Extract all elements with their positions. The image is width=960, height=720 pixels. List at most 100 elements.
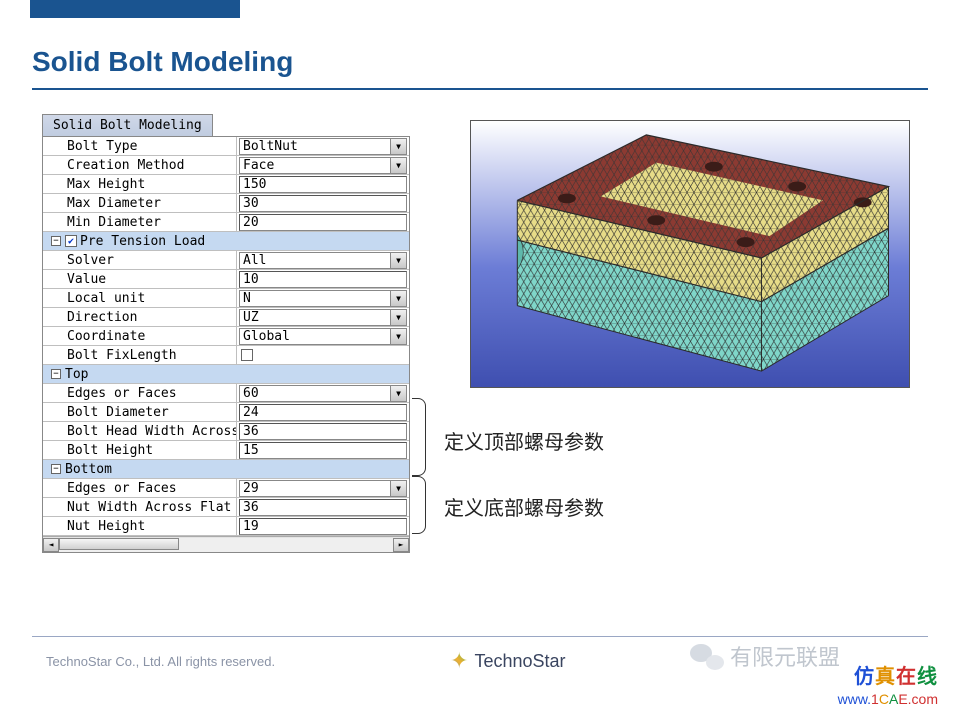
- section-label: Pre Tension Load: [80, 234, 205, 249]
- page-title: Solid Bolt Modeling: [32, 46, 960, 78]
- value-input[interactable]: [239, 214, 407, 231]
- property-label: Min Diameter: [43, 213, 237, 231]
- collapse-icon[interactable]: −: [51, 369, 61, 379]
- title-divider: [32, 88, 928, 90]
- property-label: Bolt Type: [43, 137, 237, 155]
- horizontal-scrollbar[interactable]: ◄►: [43, 536, 409, 552]
- property-row: SolverAll▼: [43, 251, 409, 270]
- dropdown[interactable]: 29▼: [239, 480, 407, 497]
- dropdown[interactable]: N▼: [239, 290, 407, 307]
- value-input[interactable]: [239, 499, 407, 516]
- property-row: DirectionUZ▼: [43, 308, 409, 327]
- property-label: Coordinate: [43, 327, 237, 345]
- value-input[interactable]: [239, 404, 407, 421]
- property-row: Edges or Faces29▼: [43, 479, 409, 498]
- property-label: Bolt FixLength: [43, 346, 237, 364]
- section-header[interactable]: −✔Pre Tension Load: [43, 232, 409, 251]
- property-row: Local unitN▼: [43, 289, 409, 308]
- dropdown[interactable]: BoltNut▼: [239, 138, 407, 155]
- dropdown[interactable]: All▼: [239, 252, 407, 269]
- value-input[interactable]: [239, 195, 407, 212]
- dropdown[interactable]: UZ▼: [239, 309, 407, 326]
- dropdown[interactable]: 60▼: [239, 385, 407, 402]
- dropdown-value: 29: [240, 481, 390, 496]
- property-label: Bolt Head Width Across F…: [43, 422, 237, 440]
- scroll-right-icon[interactable]: ►: [393, 538, 409, 552]
- section-header[interactable]: −Bottom: [43, 460, 409, 479]
- chevron-down-icon[interactable]: ▼: [390, 158, 406, 173]
- scroll-track[interactable]: [59, 538, 393, 552]
- dropdown-value: UZ: [240, 310, 390, 325]
- section-label: Top: [65, 367, 88, 382]
- annotation-bottom: 定义底部螺母参数: [444, 492, 604, 521]
- property-row: Value: [43, 270, 409, 289]
- property-row: Edges or Faces60▼: [43, 384, 409, 403]
- collapse-icon[interactable]: −: [51, 236, 61, 246]
- scroll-left-icon[interactable]: ◄: [43, 538, 59, 552]
- footer-divider: [32, 636, 928, 637]
- logo-text: TechnoStar: [474, 651, 565, 672]
- cae-brand-cn: 仿真在线: [838, 660, 938, 689]
- value-input[interactable]: [239, 176, 407, 193]
- property-label: Nut Width Across Flat: [43, 498, 237, 516]
- logo-star-icon: ✦: [450, 648, 468, 674]
- collapse-icon[interactable]: −: [51, 464, 61, 474]
- property-label: Edges or Faces: [43, 384, 237, 402]
- property-row: Max Height: [43, 175, 409, 194]
- annotation-top: 定义顶部螺母参数: [444, 426, 604, 455]
- dropdown-value: N: [240, 291, 390, 306]
- checkbox[interactable]: [241, 349, 253, 361]
- property-label: Max Height: [43, 175, 237, 193]
- dropdown-value: Global: [240, 329, 390, 344]
- wechat-icon: [690, 642, 724, 670]
- cae-brand: 仿真在线 www.1CAE.com: [838, 660, 938, 707]
- dropdown-value: All: [240, 253, 390, 268]
- mesh-svg: [471, 121, 909, 387]
- chevron-down-icon[interactable]: ▼: [390, 253, 406, 268]
- chevron-down-icon[interactable]: ▼: [390, 386, 406, 401]
- chevron-down-icon[interactable]: ▼: [390, 481, 406, 496]
- property-row: Max Diameter: [43, 194, 409, 213]
- property-row: Nut Height: [43, 517, 409, 536]
- technostar-logo: ✦ TechnoStar: [450, 648, 566, 674]
- property-label: Bolt Height: [43, 441, 237, 459]
- value-input[interactable]: [239, 423, 407, 440]
- chevron-down-icon[interactable]: ▼: [390, 329, 406, 344]
- dropdown-value: Face: [240, 158, 390, 173]
- value-input[interactable]: [239, 442, 407, 459]
- chevron-down-icon[interactable]: ▼: [390, 139, 406, 154]
- dropdown-value: BoltNut: [240, 139, 390, 154]
- property-row: Min Diameter: [43, 213, 409, 232]
- chevron-down-icon[interactable]: ▼: [390, 291, 406, 306]
- property-row: Creation MethodFace▼: [43, 156, 409, 175]
- property-label: Local unit: [43, 289, 237, 307]
- property-panel: Solid Bolt Modeling Bolt TypeBoltNut▼Cre…: [42, 114, 410, 553]
- cae-brand-url: www.1CAE.com: [838, 691, 938, 707]
- chevron-down-icon[interactable]: ▼: [390, 310, 406, 325]
- property-row: Nut Width Across Flat: [43, 498, 409, 517]
- scroll-thumb[interactable]: [59, 538, 179, 550]
- dropdown-value: 60: [240, 386, 390, 401]
- wechat-text: 有限元联盟: [730, 640, 840, 672]
- property-row: Bolt FixLength: [43, 346, 409, 365]
- bracket-bottom: [412, 476, 426, 534]
- property-row: Bolt Height: [43, 441, 409, 460]
- section-checkbox[interactable]: ✔: [65, 235, 77, 247]
- value-input[interactable]: [239, 518, 407, 535]
- bracket-top: [412, 398, 426, 476]
- property-grid: Bolt TypeBoltNut▼Creation MethodFace▼Max…: [42, 136, 410, 553]
- panel-tab[interactable]: Solid Bolt Modeling: [42, 114, 213, 136]
- property-label: Solver: [43, 251, 237, 269]
- property-label: Direction: [43, 308, 237, 326]
- value-input[interactable]: [239, 271, 407, 288]
- property-label: Bolt Diameter: [43, 403, 237, 421]
- wechat-badge: 有限元联盟: [690, 640, 840, 672]
- dropdown[interactable]: Face▼: [239, 157, 407, 174]
- mesh-preview: [470, 120, 910, 388]
- property-label: Max Diameter: [43, 194, 237, 212]
- property-row: CoordinateGlobal▼: [43, 327, 409, 346]
- property-label: Value: [43, 270, 237, 288]
- section-header[interactable]: −Top: [43, 365, 409, 384]
- dropdown[interactable]: Global▼: [239, 328, 407, 345]
- property-label: Edges or Faces: [43, 479, 237, 497]
